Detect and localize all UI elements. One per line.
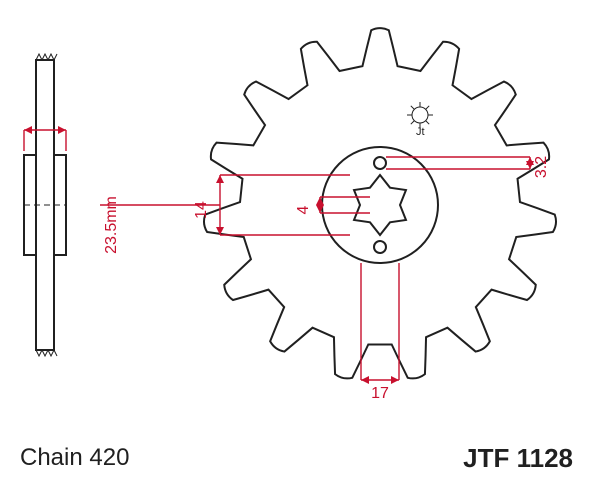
dim-spline-outer-text: 14	[193, 201, 210, 219]
side-view	[24, 54, 66, 356]
dim-pcd: 17	[361, 263, 399, 402]
bolt-hole-bottom	[374, 241, 386, 253]
sprocket-diagram: Jt 23.5mm 14 4 3.2 17	[0, 0, 601, 500]
dim-thickness: 23.5mm	[24, 126, 120, 254]
bolt-hole-top	[374, 157, 386, 169]
svg-text:Jt: Jt	[416, 126, 425, 138]
dim-pcd-text: 17	[371, 385, 389, 402]
dimension-lines: 23.5mm 14 4 3.2 17	[24, 126, 550, 402]
front-view: Jt	[204, 28, 556, 378]
dim-spline-outer: 14	[100, 175, 350, 235]
dim-spline-inner-text: 4	[295, 205, 312, 214]
dim-bolt-hole-text: 3.2	[533, 156, 550, 178]
diagram-page: Chain 420 JTF 1128 Jt 23.5mm1443.217	[0, 0, 601, 500]
logo-mark: Jt	[407, 102, 433, 138]
